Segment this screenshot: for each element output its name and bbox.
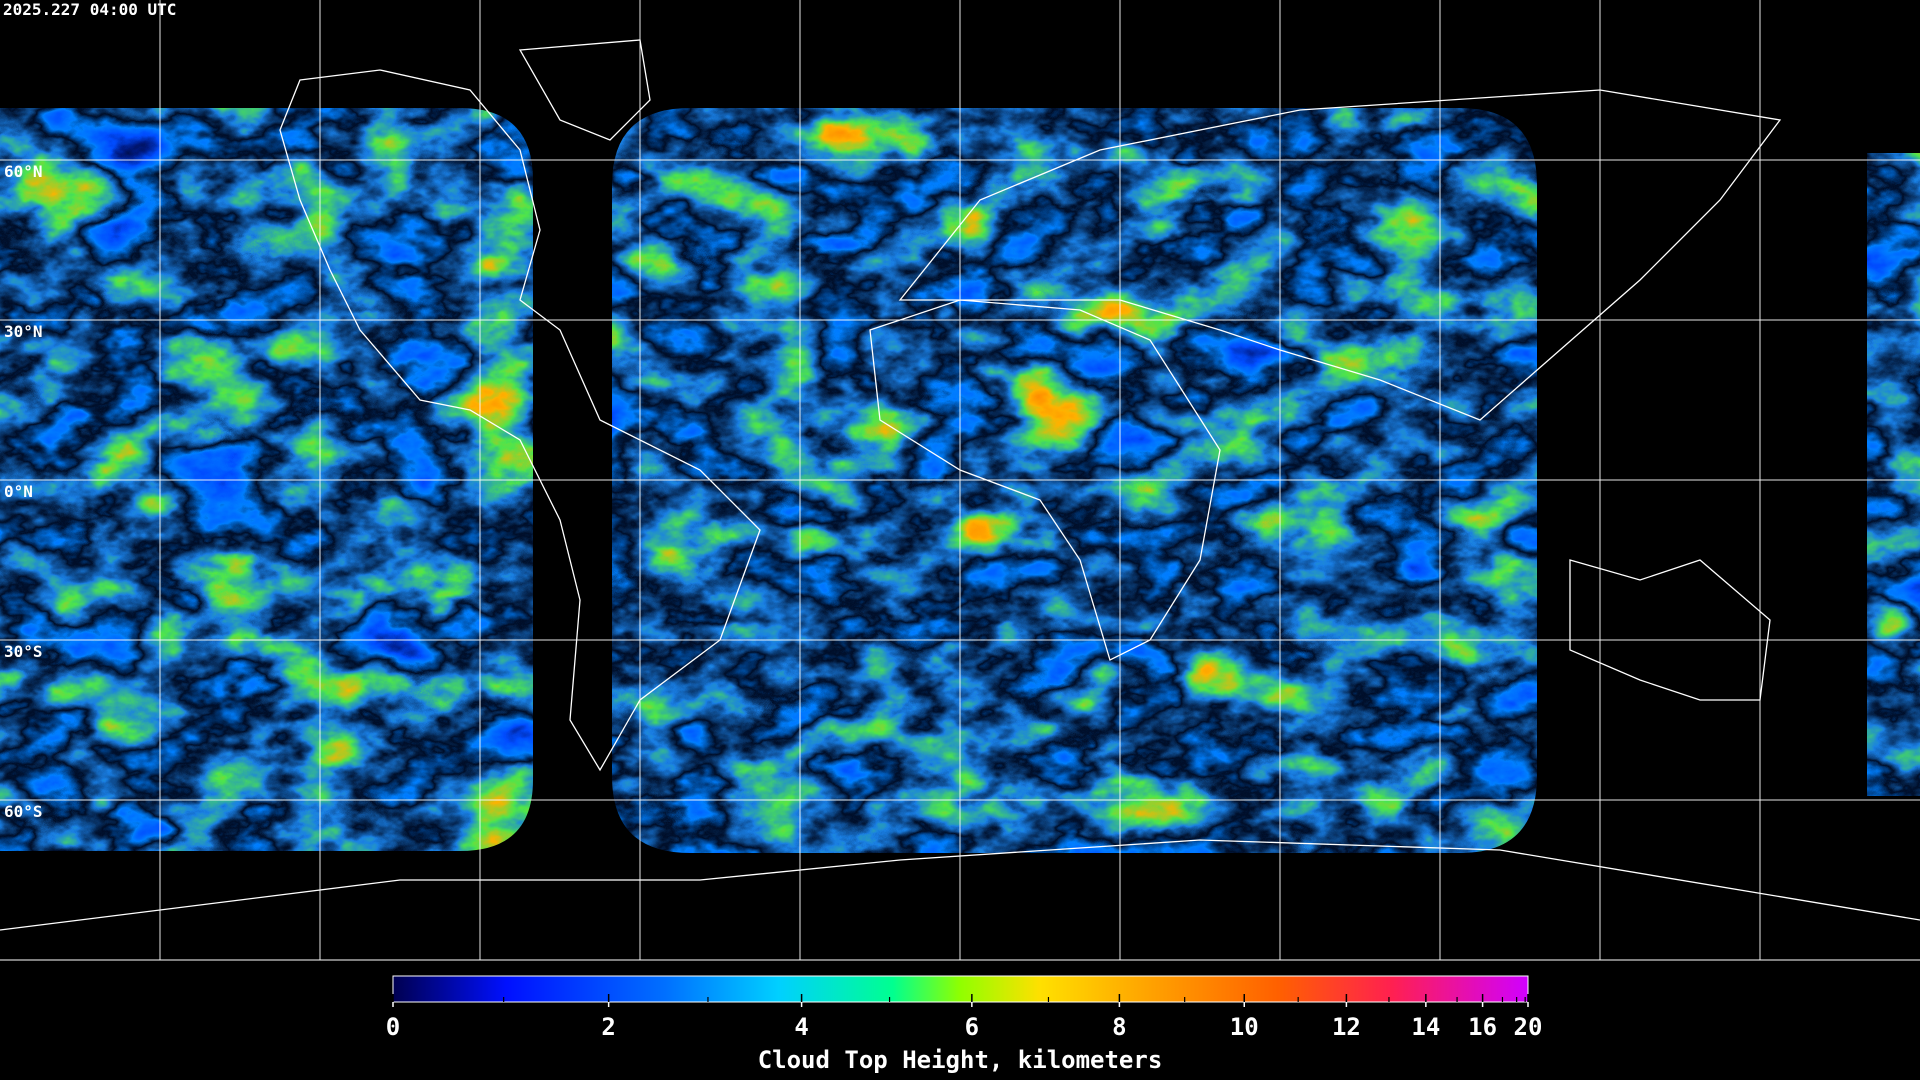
colorbar-tick-label: 8 [1112, 1013, 1126, 1041]
latitude-label: 30°N [4, 322, 43, 341]
colorbar-tick-label: 4 [794, 1013, 808, 1041]
timestamp: 2025.227 04:00 UTC [3, 0, 176, 19]
colorbar-tick-label: 16 [1468, 1013, 1497, 1041]
latitude-label: 60°S [4, 802, 43, 821]
colorbar-tick-label: 20 [1514, 1013, 1543, 1041]
colorbar-tick-label: 12 [1332, 1013, 1361, 1041]
colorbar-tick-label: 14 [1411, 1013, 1440, 1041]
latitude-label: 30°S [4, 642, 43, 661]
colorbar-axis: 0 2 4 6 8 10 12 14 16 20 [386, 994, 1543, 1041]
colorbar-tick-label: 2 [601, 1013, 615, 1041]
colorbar-tick-label: 10 [1230, 1013, 1259, 1041]
latitude-label: 0°N [4, 482, 33, 501]
colorbar-tick-label: 6 [965, 1013, 979, 1041]
graticule: 60°N 30°N 0°N 30°S 60°S [0, 0, 1920, 960]
colorbar-tick-label: 0 [386, 1013, 400, 1041]
colorbar-title: Cloud Top Height, kilometers [758, 1046, 1163, 1074]
latitude-label: 60°N [4, 162, 43, 181]
colorbar [392, 975, 1529, 1003]
